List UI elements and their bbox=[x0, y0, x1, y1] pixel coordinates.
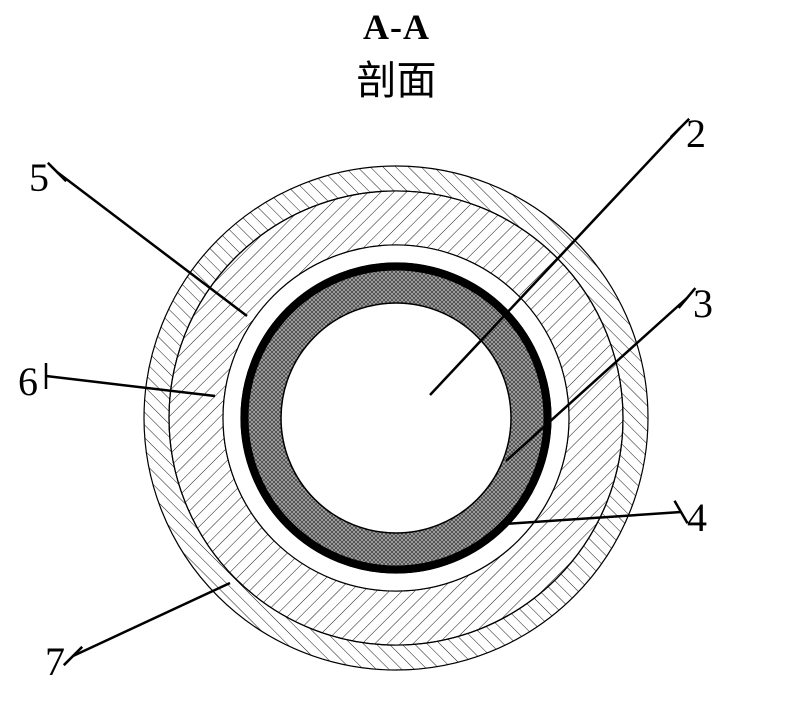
callout-label-5: 5 bbox=[29, 154, 49, 201]
callout-label-6: 6 bbox=[18, 358, 38, 405]
callout-label-3: 3 bbox=[693, 280, 713, 327]
cross-section-svg bbox=[0, 0, 793, 723]
leader-tick-5 bbox=[48, 163, 66, 181]
callout-label-2: 2 bbox=[686, 110, 706, 157]
ring-center2 bbox=[281, 303, 511, 533]
callout-label-7: 7 bbox=[45, 638, 65, 685]
callout-label-4: 4 bbox=[687, 494, 707, 541]
leader-tick-7 bbox=[64, 647, 82, 665]
leader-line-7 bbox=[73, 583, 230, 656]
